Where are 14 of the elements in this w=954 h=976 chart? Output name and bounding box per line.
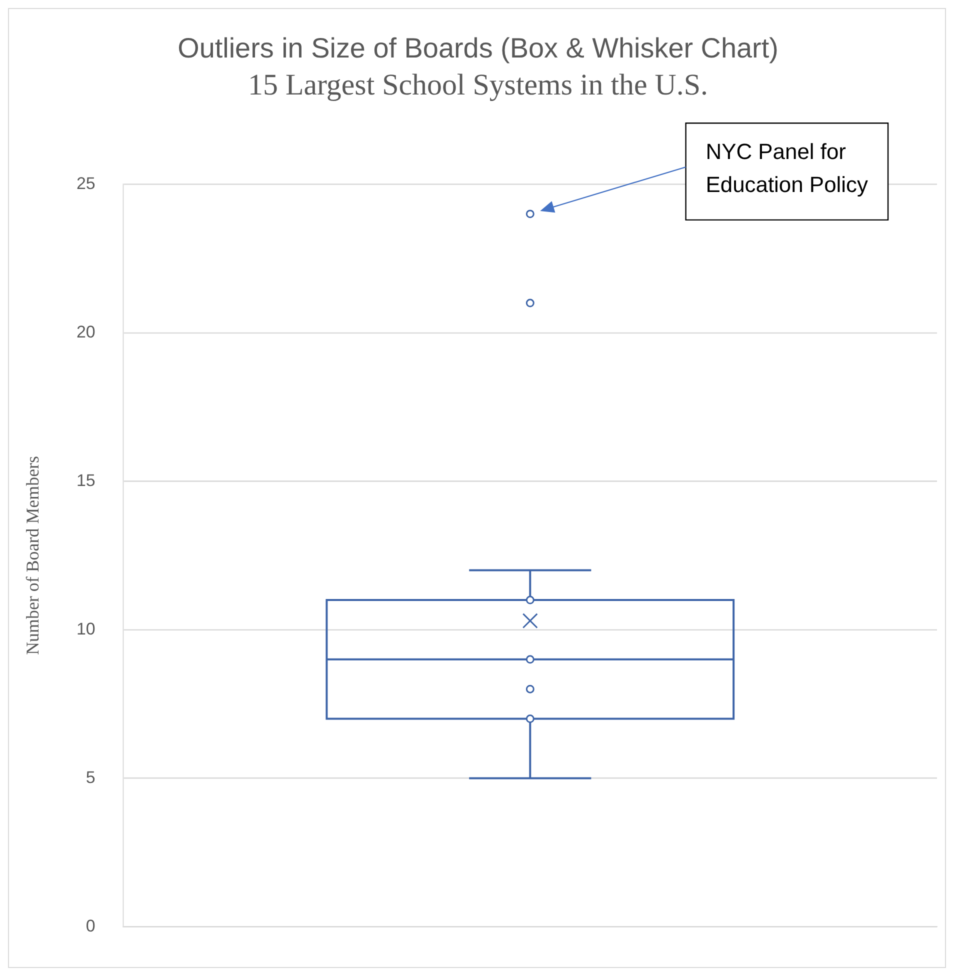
y-tick-label: 0 [86, 916, 96, 936]
point [526, 684, 534, 694]
y-axis-title: Number of Board Members [22, 456, 42, 655]
chart-title: Outliers in Size of Boards (Box & Whisker Chart) [178, 32, 778, 64]
chart-subtitle: 15 Largest School Systems in the U.S. [248, 68, 708, 102]
y-tick-label: 15 [76, 470, 96, 490]
point [526, 596, 534, 604]
y-tick-label: 20 [76, 322, 96, 342]
annotation: NYC Panel for Education Policy [706, 139, 868, 198]
y-tick-label: 5 [86, 768, 96, 787]
y-tick-label: 10 [76, 619, 96, 638]
y-tick-label: 25 [76, 174, 96, 193]
point [526, 655, 534, 664]
point [526, 714, 534, 724]
